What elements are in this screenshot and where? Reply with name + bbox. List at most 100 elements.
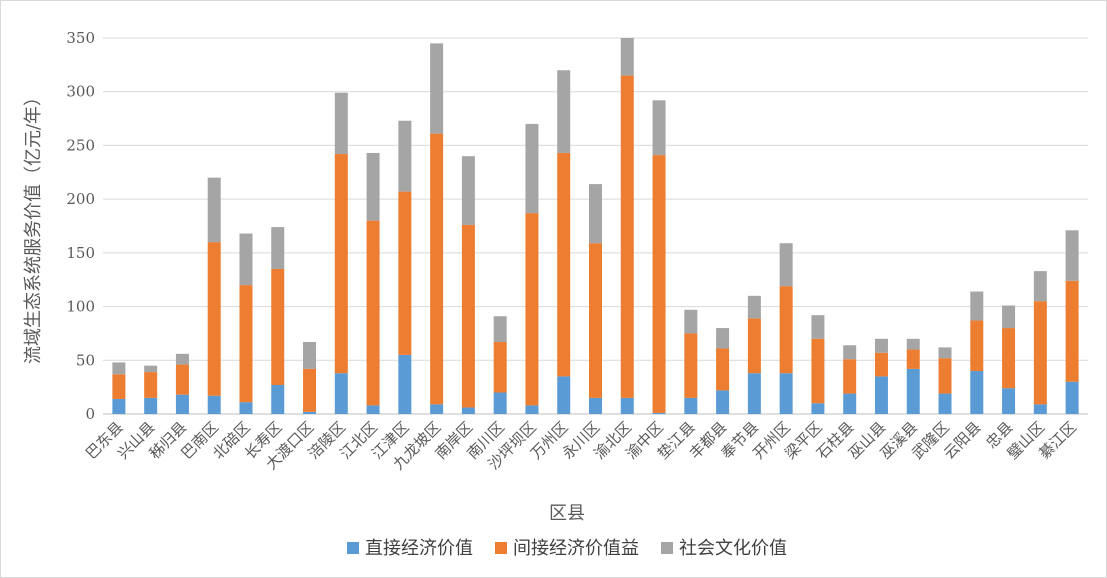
bar-segment [652, 100, 666, 156]
bar-segment [239, 233, 253, 286]
bar-segment [843, 345, 857, 360]
bar-segment [874, 338, 888, 353]
bar-segment [430, 133, 444, 405]
bar-segment [874, 352, 888, 377]
bar-segment [620, 75, 634, 398]
bar-segment [493, 342, 507, 393]
bar-segment [144, 365, 158, 373]
legend-swatch [495, 542, 507, 554]
bar-segment [811, 315, 825, 339]
y-tick-label: 200 [66, 190, 95, 208]
bar-segment [779, 243, 793, 287]
bar-segment [112, 398, 126, 414]
bar-segment [684, 333, 698, 398]
bar-segment [461, 224, 475, 408]
bar-segment [461, 156, 475, 225]
bar-segment [175, 353, 189, 365]
bar-segment [525, 213, 539, 406]
y-tick-label: 0 [85, 405, 95, 423]
bar-segment [557, 70, 571, 153]
bar-segment [652, 412, 666, 414]
y-tick-label: 150 [66, 244, 95, 262]
bar-segment [239, 402, 253, 414]
bar-segment [1033, 404, 1047, 414]
bar-segment [1065, 381, 1079, 414]
bar-segment [843, 359, 857, 394]
bar-segment [334, 373, 348, 414]
bar-segment [716, 348, 730, 391]
bar-segment [811, 338, 825, 404]
bar-segment [493, 316, 507, 343]
y-tick-label: 50 [76, 351, 95, 369]
bar-segment [1002, 328, 1016, 389]
bar-segment [1002, 305, 1016, 329]
bar-segment [175, 394, 189, 414]
bar-segment [271, 268, 285, 385]
bar-segment [525, 405, 539, 414]
bar-segment [271, 384, 285, 414]
bar-segment [303, 411, 317, 414]
bar-segment [430, 43, 444, 134]
bar-segment [589, 397, 602, 414]
bar-segment [747, 373, 761, 414]
bar-segment [938, 358, 952, 394]
bar-segment [430, 404, 444, 414]
bar-segment [334, 154, 348, 374]
bar-segment [493, 392, 507, 414]
bar-segment [716, 390, 730, 414]
legend-label: 直接经济价值 [365, 538, 473, 559]
bar-segment [938, 347, 952, 359]
bar-segment [684, 397, 698, 414]
bar-segment [398, 354, 412, 414]
bar-segment [906, 338, 920, 350]
legend-swatch [661, 542, 673, 554]
bar-segment [1033, 301, 1047, 405]
bar-segment [684, 309, 698, 334]
bar-segment [1065, 230, 1079, 281]
bar-segment [843, 393, 857, 414]
y-tick-label: 100 [66, 298, 95, 316]
bar-segment [398, 191, 412, 355]
y-tick-label: 250 [66, 136, 95, 154]
bar-segment [144, 397, 158, 414]
bar-segment [747, 318, 761, 374]
bar-segment [303, 342, 317, 369]
bar-segment [366, 152, 380, 221]
bar-segment [1002, 388, 1016, 414]
bar-segment [303, 368, 317, 412]
bar-segment [175, 364, 189, 395]
bar-segment [970, 291, 984, 321]
bar-segment [1033, 271, 1047, 302]
bar-segment [652, 155, 666, 413]
bar-segment [970, 320, 984, 372]
bar-segment [334, 92, 348, 155]
bar-segment [779, 373, 793, 414]
y-tick-label: 300 [66, 83, 95, 101]
y-tick-label: 350 [66, 29, 95, 47]
bar-segment [366, 220, 380, 406]
bar-segment [906, 368, 920, 414]
bar-segment [938, 393, 952, 414]
bar-segment [811, 403, 825, 414]
legend-swatch [347, 542, 359, 554]
bar-segment [906, 349, 920, 369]
bar-segment [716, 328, 730, 349]
bar-segment [207, 395, 221, 414]
bar-segment [779, 286, 793, 374]
bar-segment [620, 38, 634, 76]
bar-segment [144, 372, 158, 398]
bar-segment [589, 243, 602, 398]
bar-segment [525, 123, 539, 214]
bar-segment [207, 177, 221, 243]
bar-segment [271, 227, 285, 269]
bar-segment [874, 376, 888, 414]
legend: 直接经济价值 间接经济价值益 社会文化价值 [347, 538, 787, 559]
bar-segment [207, 242, 221, 396]
bars [112, 38, 1079, 414]
bar-segment [398, 120, 412, 192]
bar-segment [970, 371, 984, 414]
bar-segment [557, 152, 571, 377]
bar-segment [366, 405, 380, 414]
